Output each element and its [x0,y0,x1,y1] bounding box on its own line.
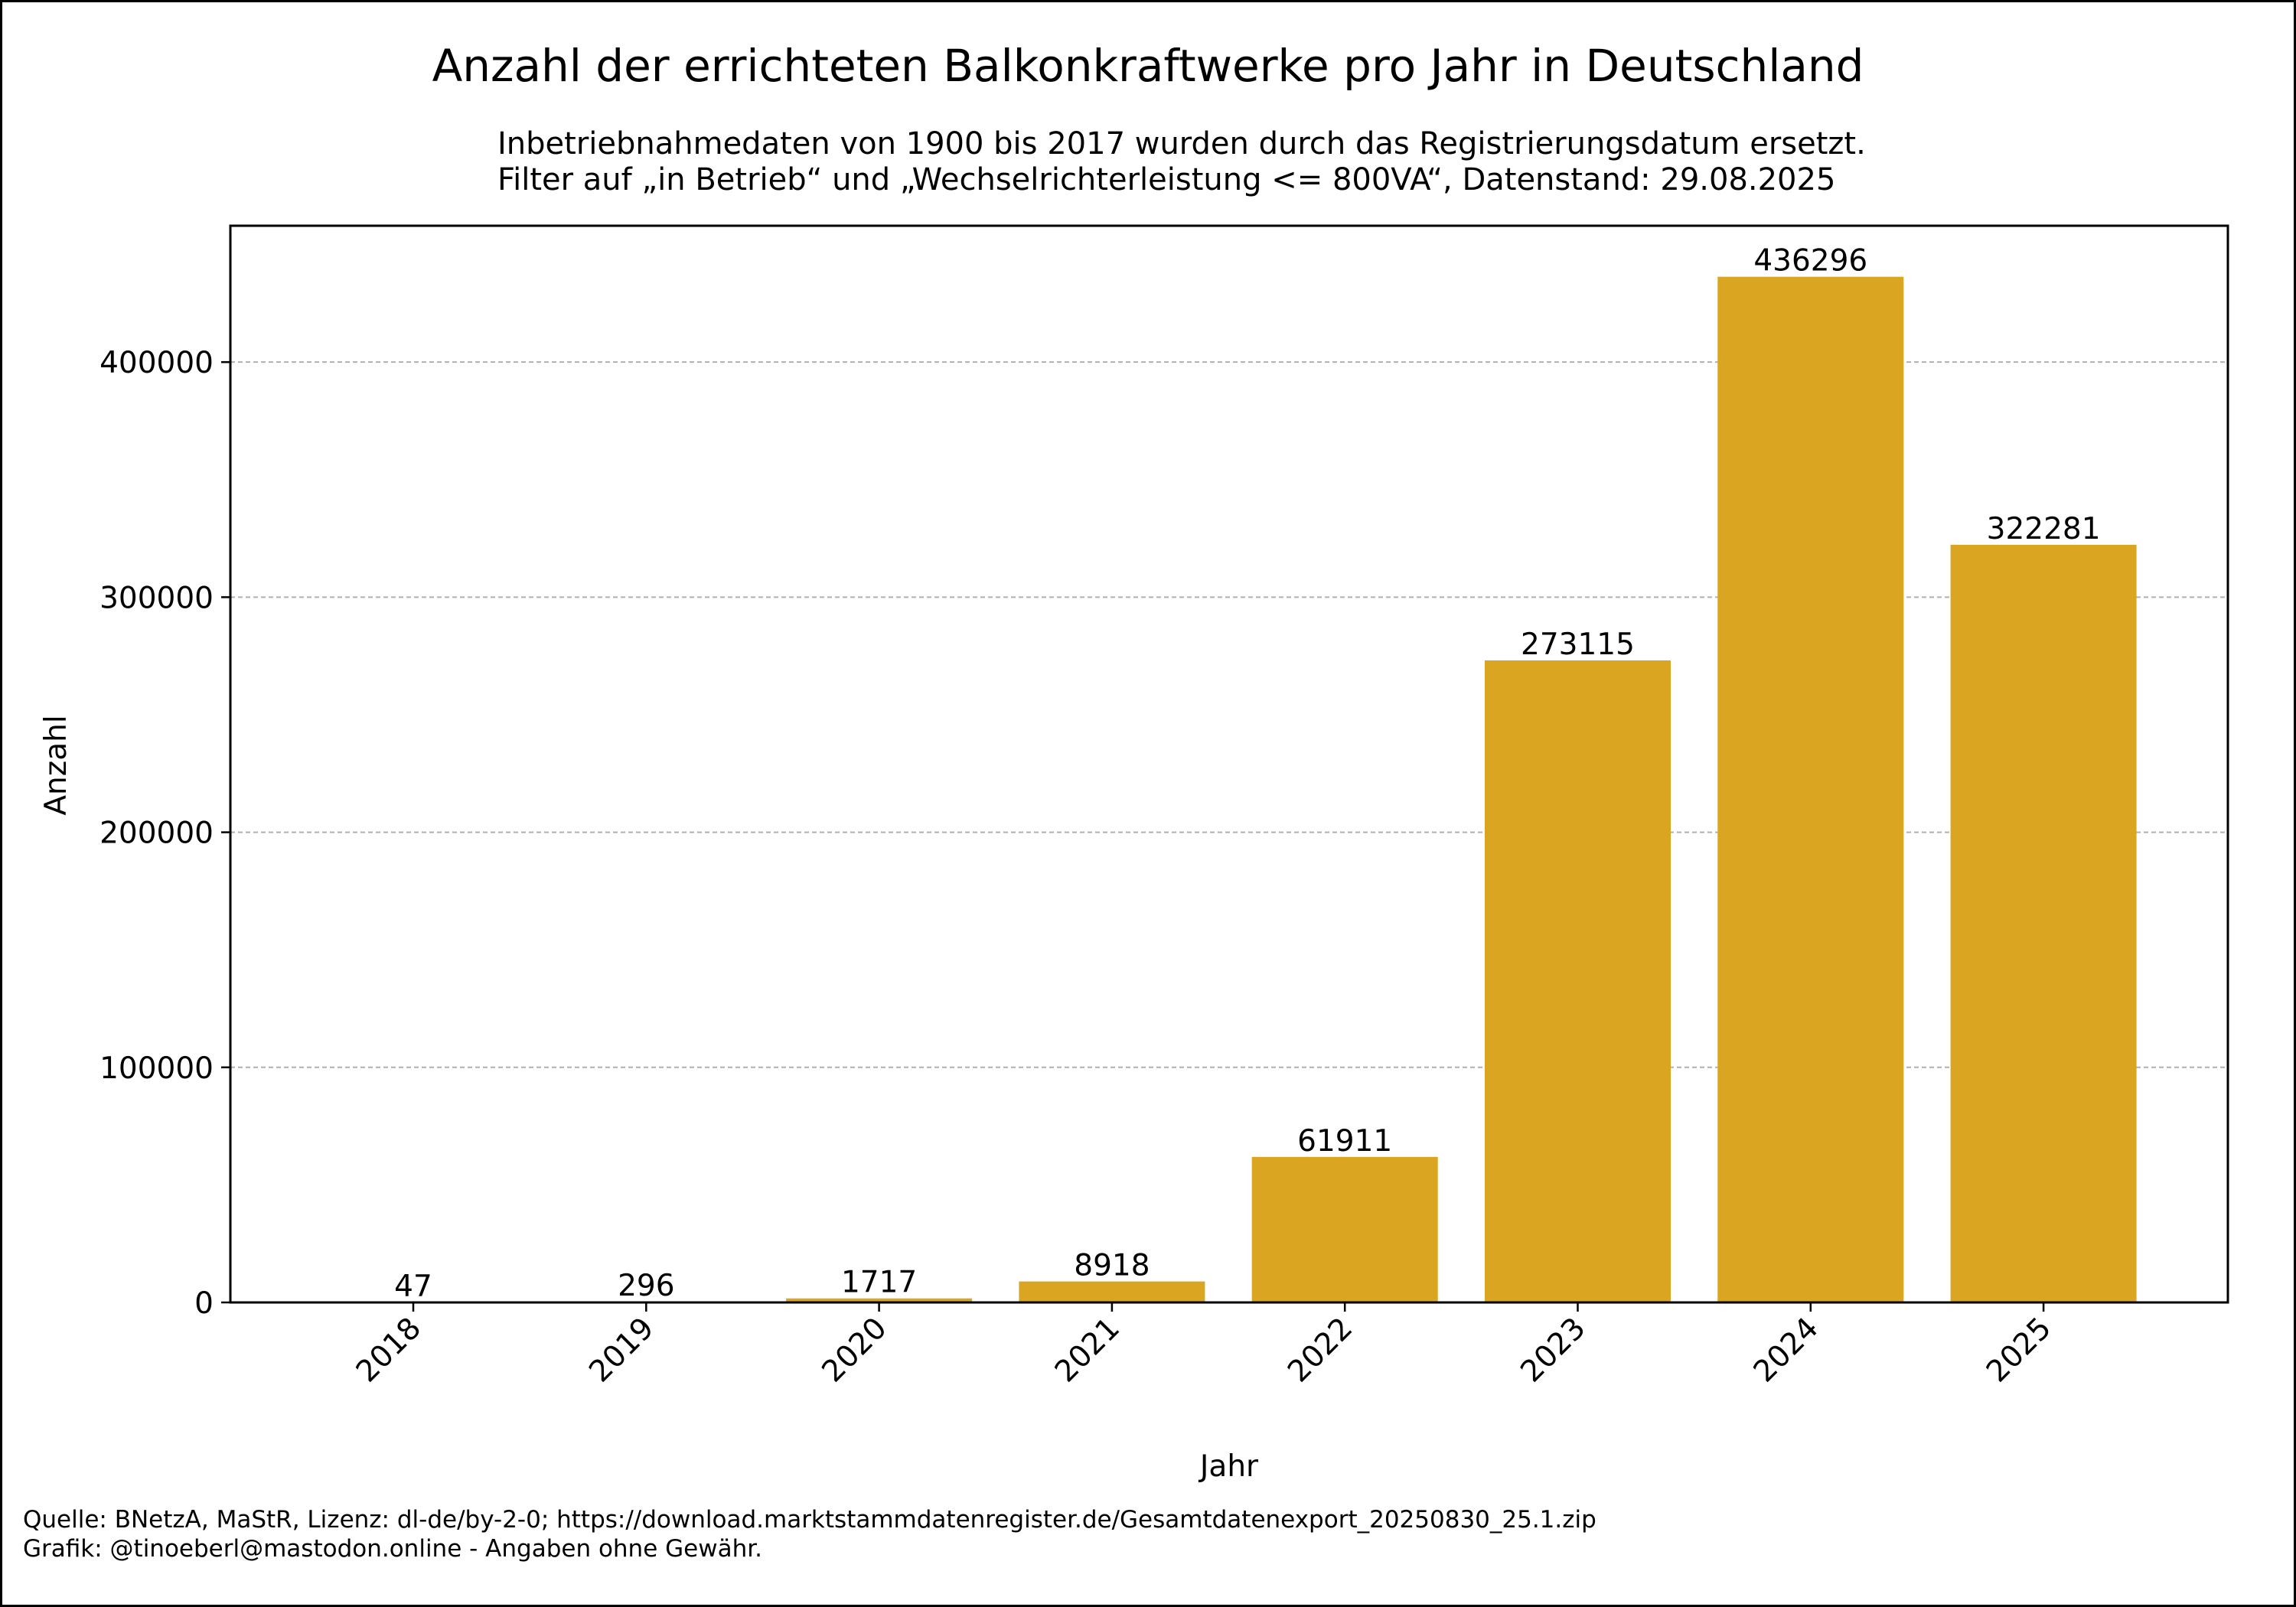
y-tick-label: 200000 [99,817,214,851]
bar [1251,1156,1438,1302]
x-tick-label: 2021 [1049,1311,1127,1389]
y-axis-label: Anzahl [39,715,73,815]
y-gridlines [230,361,2228,1068]
chart-subtitle-line-1: Inbetriebnahmedaten von 1900 bis 2017 wu… [497,126,1866,161]
bar-value-label: 61911 [1297,1124,1392,1159]
bar-value-label: 296 [618,1269,674,1303]
x-tick-label: 2024 [1747,1311,1825,1389]
y-tick-label: 300000 [99,581,214,615]
x-tick-label: 2022 [1281,1311,1359,1389]
x-axis-label: Jahr [1198,1449,1259,1484]
x-tick-label: 2025 [1980,1311,2058,1389]
bar-value-label: 322281 [1987,512,2101,546]
bar [786,1298,973,1302]
bar-value-labels: 47 296 1717 8918 61911 273115 436296 322281 [394,244,2100,1304]
x-tick-label: 2020 [816,1311,894,1389]
plot-area-frame [229,224,2229,1304]
x-tick-label: 2023 [1515,1311,1593,1389]
y-tick-label: 0 [194,1286,214,1321]
bar [1717,276,1904,1303]
bar [1019,1281,1205,1302]
bar [1485,660,1671,1302]
bars [320,276,2137,1303]
credit-note: Grafik: @tinoeberl@mastodon.online - Ang… [23,1535,762,1563]
y-tick-label: 400000 [99,346,214,380]
x-axis: 2018 2019 2020 2021 2022 2023 2024 2025 [350,1302,2058,1389]
x-tick-label: 2018 [350,1311,428,1389]
bar [1950,544,2137,1302]
bar-value-label: 273115 [1521,627,1635,662]
bar-value-label: 1717 [841,1266,917,1300]
chart-subtitle-line-2: Filter auf „in Betrieb“ und „Wechselrich… [497,162,1836,197]
x-tick-label: 2019 [582,1311,660,1389]
source-note: Quelle: BNetzA, MaStR, Lizenz: dl-de/by-… [23,1506,1596,1534]
bar-value-label: 8918 [1074,1249,1150,1283]
y-tick-label: 100000 [99,1051,214,1086]
y-axis: 0 100000 200000 300000 400000 [99,346,230,1321]
chart-title: Anzahl der errichteten Balkonkraftwerke … [432,40,1864,92]
bar-value-label: 47 [394,1270,432,1304]
bar-value-label: 436296 [1753,244,1867,279]
